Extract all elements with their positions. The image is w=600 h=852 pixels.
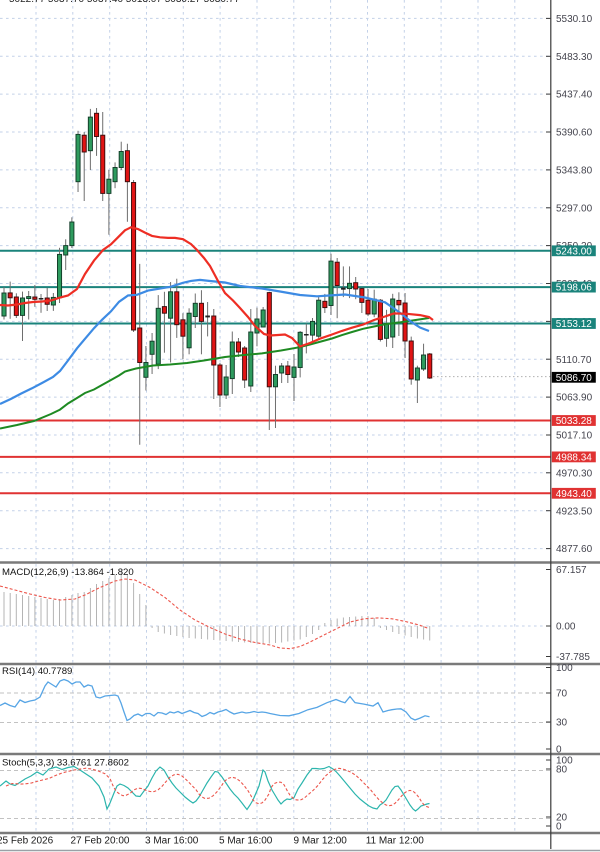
svg-text:Stoch(5,3,3) 33.6761 27.8602: Stoch(5,3,3) 33.6761 27.8602: [2, 758, 129, 769]
svg-text:3 Mar 16:00: 3 Mar 16:00: [145, 836, 199, 847]
svg-text:25 Feb 2026: 25 Feb 2026: [0, 836, 54, 847]
svg-text:5086.70: 5086.70: [556, 373, 593, 384]
svg-text:5017.10: 5017.10: [556, 431, 593, 442]
svg-text:4988.34: 4988.34: [556, 453, 593, 464]
svg-text:RSI(14) 40.7789: RSI(14) 40.7789: [2, 666, 72, 677]
svg-text:30: 30: [556, 718, 568, 729]
svg-text:70: 70: [556, 689, 568, 700]
svg-text:9 Mar 12:00: 9 Mar 12:00: [294, 836, 348, 847]
svg-text:100: 100: [556, 663, 573, 674]
svg-text:5063.90: 5063.90: [556, 393, 593, 404]
svg-text:5 Mar 16:00: 5 Mar 16:00: [219, 836, 273, 847]
svg-text:0: 0: [556, 745, 562, 756]
svg-text:27 Feb 20:00: 27 Feb 20:00: [71, 836, 130, 847]
svg-text:4877.60: 4877.60: [556, 544, 593, 555]
svg-text:5243.00: 5243.00: [556, 246, 593, 257]
svg-text:67.157: 67.157: [556, 565, 587, 576]
svg-text:5198.06: 5198.06: [556, 283, 593, 294]
svg-text:5297.00: 5297.00: [556, 203, 593, 214]
svg-text:5530.10: 5530.10: [556, 14, 593, 25]
svg-text:MACD(12,26,9) -13.864 -1.820: MACD(12,26,9) -13.864 -1.820: [2, 567, 134, 578]
svg-text:4943.40: 4943.40: [556, 489, 593, 500]
svg-text:5153.12: 5153.12: [556, 319, 593, 330]
svg-text:20: 20: [556, 813, 568, 824]
svg-text:100: 100: [556, 756, 573, 767]
svg-text:11 Mar 12:00: 11 Mar 12:00: [366, 836, 425, 847]
svg-text:0.00: 0.00: [556, 622, 576, 633]
svg-text:5437.40: 5437.40: [556, 90, 593, 101]
svg-text:-37.785: -37.785: [556, 652, 590, 663]
svg-text:80: 80: [556, 765, 568, 776]
svg-text:0: 0: [556, 822, 562, 833]
svg-text:5390.60: 5390.60: [556, 128, 593, 139]
svg-text:5033.28: 5033.28: [556, 416, 593, 427]
svg-text:4970.30: 4970.30: [556, 468, 593, 479]
svg-text:5110.70: 5110.70: [556, 355, 592, 366]
svg-text:5483.30: 5483.30: [556, 52, 593, 63]
svg-text:5022.77 5037.70 5037.40 501: 5022.77 5037.70 5037.40 5013.07 5030.27 …: [9, 0, 240, 5]
svg-text:5343.80: 5343.80: [556, 166, 593, 177]
svg-text:4923.50: 4923.50: [556, 506, 593, 517]
